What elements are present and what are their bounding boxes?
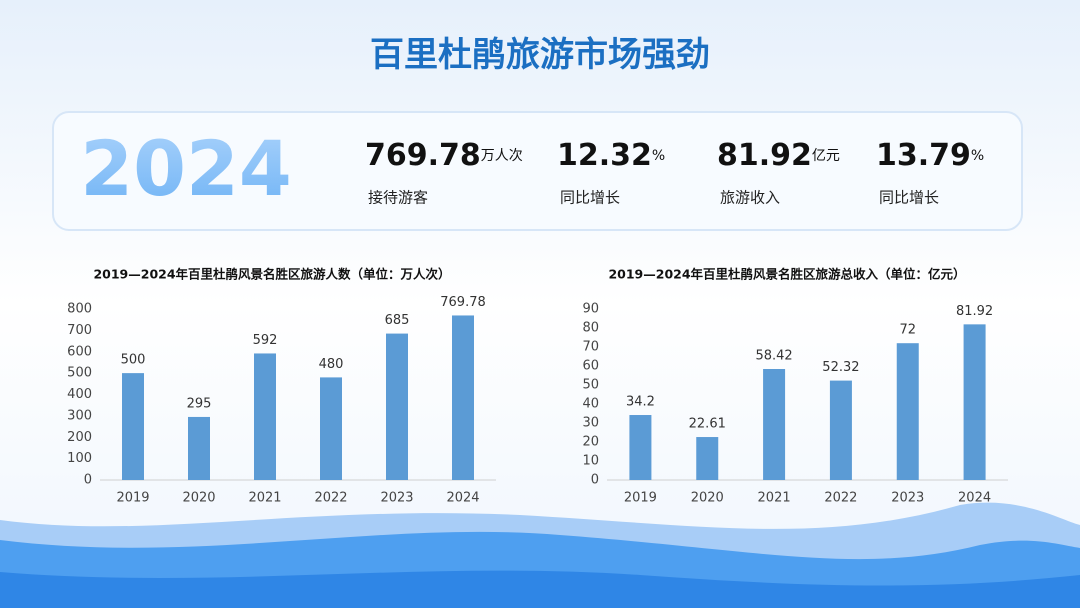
data-label: 81.92	[956, 304, 993, 319]
y-tick-label: 600	[67, 344, 92, 359]
slide-title: 百里杜鹃旅游市场强劲	[370, 35, 710, 75]
y-tick-label: 100	[67, 451, 92, 466]
bar	[254, 353, 276, 480]
y-tick-label: 50	[582, 378, 599, 393]
data-label: 500	[121, 353, 146, 368]
bar	[963, 324, 986, 480]
y-tick-label: 400	[67, 387, 92, 402]
y-tick-label: 30	[582, 416, 599, 431]
data-label: 480	[319, 357, 344, 372]
y-tick-label: 80	[582, 321, 599, 336]
y-tick-label: 0	[84, 473, 92, 488]
stat-unit: 亿元	[812, 148, 840, 164]
stat-label: 同比增长	[879, 189, 939, 207]
bar	[629, 415, 652, 480]
x-tick-label: 2020	[691, 491, 724, 506]
x-tick-label: 2024	[446, 491, 479, 506]
bar	[896, 343, 919, 480]
x-tick-label: 2019	[116, 491, 149, 506]
wave	[0, 570, 1080, 608]
stat-label: 接待游客	[368, 189, 428, 207]
y-tick-label: 20	[582, 435, 599, 450]
bar	[386, 333, 408, 480]
y-tick-label: 800	[67, 302, 92, 317]
y-tick-label: 70	[582, 340, 599, 355]
y-tick-label: 700	[67, 323, 92, 338]
bar	[320, 377, 342, 480]
x-tick-label: 2023	[891, 491, 924, 506]
bar	[188, 416, 210, 480]
stat-value-line: 769.78万人次	[365, 138, 523, 173]
x-tick-label: 2021	[758, 491, 791, 506]
bar	[763, 369, 786, 480]
data-label: 295	[187, 396, 212, 411]
bar	[696, 437, 719, 480]
data-label: 34.2	[626, 395, 655, 410]
chart-title: 2019—2024年百里杜鹃风景名胜区旅游人数（单位：万人次）	[93, 267, 450, 282]
bar	[452, 315, 474, 480]
data-label: 72	[899, 323, 916, 338]
y-tick-label: 0	[591, 473, 599, 488]
summary-panel	[52, 111, 1023, 231]
stat-value: 13.79	[876, 138, 971, 173]
y-tick-label: 60	[582, 359, 599, 374]
bar	[829, 380, 852, 480]
data-label: 769.78	[440, 295, 486, 310]
stat-label: 旅游收入	[720, 189, 780, 207]
y-tick-label: 500	[67, 366, 92, 381]
stat-value: 12.32	[557, 138, 652, 173]
stat-unit: %	[971, 148, 984, 164]
stat-label: 同比增长	[560, 189, 620, 207]
charts: 2019—2024年百里杜鹃风景名胜区旅游人数（单位：万人次）010020030…	[67, 267, 1008, 506]
stat-value-line: 13.79%	[876, 138, 984, 173]
bar	[122, 373, 144, 480]
data-label: 52.32	[822, 360, 859, 375]
y-tick-label: 40	[582, 397, 599, 412]
y-tick-label: 300	[67, 408, 92, 423]
chart-title: 2019—2024年百里杜鹃风景名胜区旅游总收入（单位：亿元）	[608, 267, 965, 282]
data-label: 58.42	[755, 349, 792, 364]
y-tick-label: 10	[582, 454, 599, 469]
stat-value-line: 81.92亿元	[717, 138, 840, 173]
x-tick-label: 2019	[624, 491, 657, 506]
y-tick-label: 90	[582, 302, 599, 317]
x-tick-label: 2022	[824, 491, 857, 506]
data-label: 685	[385, 313, 410, 328]
data-label: 592	[253, 333, 278, 348]
stat-value-line: 12.32%	[557, 138, 665, 173]
data-label: 22.61	[689, 417, 726, 432]
stat-unit: %	[652, 148, 665, 164]
stat-value: 81.92	[717, 138, 812, 173]
x-tick-label: 2023	[380, 491, 413, 506]
stat-value: 769.78	[365, 138, 481, 173]
stat-unit: 万人次	[481, 148, 523, 164]
y-tick-label: 200	[67, 430, 92, 445]
x-tick-label: 2021	[248, 491, 281, 506]
x-tick-label: 2024	[958, 491, 991, 506]
summary-year: 2024	[80, 124, 292, 213]
x-tick-label: 2022	[314, 491, 347, 506]
x-tick-label: 2020	[182, 491, 215, 506]
